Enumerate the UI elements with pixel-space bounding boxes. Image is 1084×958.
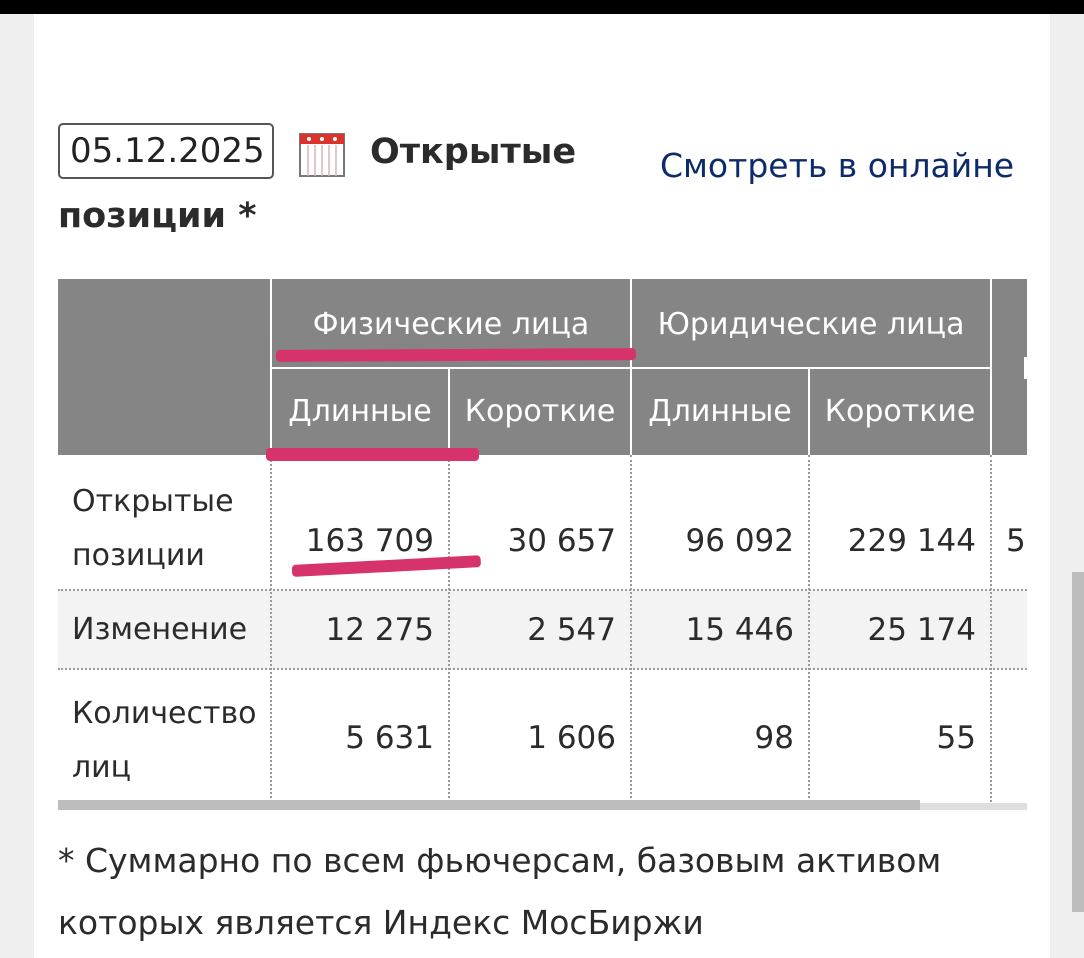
horizontal-scrollbar-thumb[interactable] [58,800,920,810]
subheader-legal-short: Короткие [810,369,990,455]
header-overflow-mark [1024,357,1027,379]
grid-line [990,455,992,810]
highlight-underline [275,348,637,362]
row-label-change: Изменение [72,612,248,647]
row-label-line: лиц [72,750,132,785]
table-row-bg [58,590,1027,669]
table-cell: 25 174 [867,612,976,648]
row-label-line: позиции [72,538,205,573]
online-view-link[interactable]: Смотреть в онлайне [660,146,1015,185]
header-corner [58,279,270,455]
subheader-individuals-long: Длинные [272,369,448,455]
table-cell: 1 606 [527,720,616,756]
table-cell: 30 657 [507,523,616,559]
grid-line [58,589,1027,591]
top-status-bar [0,0,1084,14]
header-divider [272,367,992,369]
table-cell: 229 144 [847,523,976,559]
group-header-overflow [992,279,1027,455]
subheader-legal-long: Длинные [632,369,808,455]
row-label-line: Количество [72,696,257,731]
table-cell: 98 [754,720,794,756]
header-divider [270,279,272,455]
row-label-count: Количество лиц [58,687,270,795]
table-cell: 5 631 [345,720,434,756]
row-label-open-positions: Открытые позиции [58,475,270,583]
table-cell: 12 275 [325,612,434,648]
subheader-individuals-short: Короткие [450,369,630,455]
table-cell: 163 709 [305,523,434,559]
grid-line [630,455,632,810]
table-cell: 55 [936,720,976,756]
grid-line [808,455,810,810]
table-cell: 2 547 [527,612,616,648]
grid-line [270,455,272,810]
page-title-line2: позиции * [58,196,257,236]
page-title-line1: Открытые [370,132,577,172]
table-cell: 5 [1006,523,1026,559]
date-field[interactable]: 05.12.2025 [58,123,274,179]
footnote: * Суммарно по всем фьючерсам, базовым ак… [58,841,942,942]
header-divider [448,369,450,455]
group-header-legal-entities: Юридические лица [632,279,990,367]
table-cell: 96 092 [685,523,794,559]
grid-line [58,668,1027,670]
row-label-line: Открытые [72,484,234,519]
calendar-icon[interactable] [299,133,345,177]
vertical-scrollbar-thumb[interactable] [1072,572,1084,912]
table-cell: 15 446 [685,612,794,648]
highlight-underline [266,448,479,461]
header-divider [808,369,810,455]
grid-line [448,455,450,810]
